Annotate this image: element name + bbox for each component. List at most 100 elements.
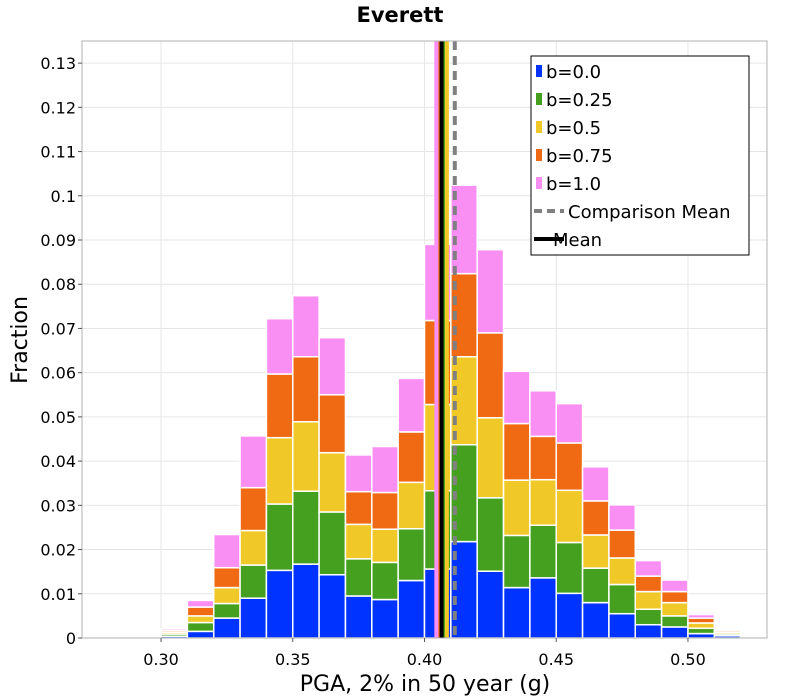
bar-b-0-5 [265, 436, 294, 505]
bar-b-0-5 [660, 601, 689, 617]
bar-b-0-5 [344, 523, 373, 560]
bar-b-0-0 [476, 570, 505, 639]
legend-swatch [536, 93, 542, 105]
bar-b-1-0 [133, 632, 162, 636]
bar-b-0-75 [212, 566, 241, 589]
y-tick-label: 0.05 [40, 408, 76, 427]
x-tick-label: 0.45 [538, 650, 574, 669]
bar-b-1-0 [581, 466, 610, 502]
y-tick-label: 0.12 [40, 98, 76, 117]
bar-b-0-5 [634, 590, 663, 611]
bar-b-0-0 [660, 626, 689, 639]
legend-swatch [536, 121, 542, 133]
legend: b=0.0 b=0.25 b=0.5 b=0.75 b=1.0 Comparison Me… [530, 55, 750, 256]
bar-b-0-5 [186, 615, 215, 624]
bar-b-0-0 [371, 598, 399, 639]
bar-b-0-25 [502, 534, 531, 589]
y-tick-label: 0.03 [40, 496, 76, 515]
bar-b-0-5 [608, 557, 637, 586]
y-tick-label: 0.06 [40, 364, 76, 383]
bar-b-0-0 [634, 623, 663, 639]
bar-b-0-75 [344, 490, 373, 526]
bar-b-0-25 [660, 615, 689, 628]
bar-b-1-0 [344, 454, 373, 493]
y-axis-title: Fraction [8, 296, 33, 384]
bar-b-0-0 [502, 586, 531, 639]
bar-b-0-25 [608, 583, 637, 615]
bar-b-0-75 [476, 332, 505, 419]
bar-b-0-0 [555, 592, 584, 639]
bar-b-0-75 [529, 435, 557, 481]
legend-swatch [536, 149, 542, 161]
legend-label: Mean [553, 230, 602, 251]
bar-b-0-75 [608, 529, 637, 559]
bar-b-0-25 [397, 528, 426, 582]
y-tick-label: 0.04 [40, 452, 76, 471]
bar-b-0-25 [529, 524, 557, 579]
bar-b-0-5 [581, 534, 610, 569]
y-tick-label: 0.01 [40, 585, 76, 604]
bar-b-0-25 [239, 564, 268, 599]
bar-b-1-0 [160, 627, 189, 632]
bar-b-1-0 [660, 579, 689, 593]
bar-b-0-0 [292, 563, 320, 639]
x-tick-label: 0.40 [407, 650, 443, 669]
bar-b-0-5 [555, 489, 584, 544]
bar-b-0-5 [529, 478, 557, 526]
bar-b-1-0 [397, 377, 426, 433]
bar-b-0-5 [318, 451, 347, 513]
chart-title: Everett [357, 3, 444, 27]
bar-b-0-25 [292, 490, 320, 565]
bar-b-0-0 [397, 579, 426, 639]
bar-b-0-25 [555, 541, 584, 595]
legend-label: b=1.0 [546, 174, 601, 195]
bar-b-0-5 [502, 479, 531, 537]
y-axis: 0 0.01 0.02 0.03 0.04 0.05 0.06 0.07 0.08 0.09 0.1… [40, 54, 82, 648]
bar-b-1-0 [265, 317, 294, 375]
bar-b-1-0 [634, 559, 663, 577]
bar-b-1-0 [371, 445, 399, 494]
bar-b-1-0 [476, 248, 505, 334]
bar-b-0-5 [397, 481, 426, 530]
bar-b-1-0 [212, 533, 241, 569]
bar-b-1-0 [318, 336, 347, 396]
bar-b-1-0 [713, 628, 742, 632]
bar-b-1-0 [687, 613, 716, 619]
x-axis-title: PGA, 2% in 50 year (g) [300, 672, 551, 697]
bar-b-0-0 [186, 630, 215, 639]
bar-b-0-25 [581, 567, 610, 604]
bar-b-0-25 [344, 558, 373, 597]
y-tick-label: 0 [66, 629, 76, 648]
bar-b-0-75 [265, 373, 294, 439]
legend-label: b=0.25 [546, 90, 613, 111]
bar-b-0-0 [265, 569, 294, 639]
bar-b-0-25 [371, 561, 399, 601]
y-tick-label: 0.02 [40, 541, 76, 560]
y-tick-label: 0.13 [40, 54, 76, 73]
bar-b-0-75 [397, 431, 426, 484]
bar-b-0-25 [476, 497, 505, 572]
y-tick-label: 0.08 [40, 275, 76, 294]
mean-lines [434, 41, 457, 638]
bar-b-0-5 [687, 622, 716, 630]
y-tick-label: 0.1 [51, 187, 76, 206]
legend-label: b=0.0 [546, 62, 601, 83]
bar-b-1-0 [529, 390, 557, 438]
legend-label: Comparison Mean [568, 202, 731, 223]
bar-b-1-0 [186, 599, 215, 608]
legend-swatch [536, 177, 542, 189]
bar-b-1-0 [555, 402, 584, 444]
bar-b-0-5 [292, 421, 320, 492]
bar-b-1-0 [502, 370, 531, 425]
y-tick-label: 0.07 [40, 319, 76, 338]
bar-b-0-5 [212, 586, 241, 605]
bar-b-0-75 [239, 486, 268, 532]
bar-b-0-75 [186, 606, 215, 617]
bar-b-0-0 [344, 595, 373, 639]
bar-b-0-75 [502, 422, 531, 481]
bar-b-0-5 [371, 528, 399, 564]
bar-b-0-5 [239, 529, 268, 566]
bar-b-0-25 [634, 608, 663, 626]
bar-b-0-25 [687, 627, 716, 635]
bar-b-0-75 [634, 575, 663, 593]
